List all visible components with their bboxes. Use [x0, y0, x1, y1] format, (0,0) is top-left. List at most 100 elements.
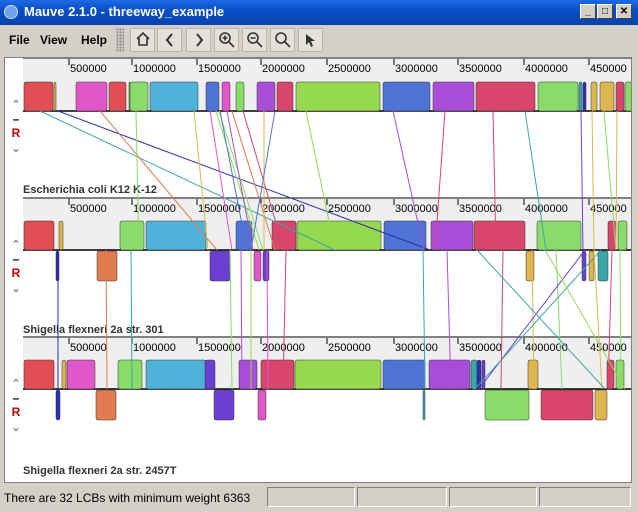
lcb-block[interactable]: [276, 81, 294, 112]
lcb-block[interactable]: [61, 359, 67, 390]
genome-reverse-button[interactable]: R: [11, 126, 21, 140]
lcb-block[interactable]: [129, 81, 149, 112]
maximize-button[interactable]: □: [597, 4, 613, 19]
genome-hide-button[interactable]: –: [12, 112, 20, 126]
lcb-block[interactable]: [23, 81, 54, 112]
minimize-button[interactable]: _: [580, 4, 596, 19]
lcb-block[interactable]: [617, 220, 628, 251]
lcb-block[interactable]: [145, 220, 207, 251]
lcb-block[interactable]: [260, 359, 295, 390]
lcb-block[interactable]: [221, 81, 231, 112]
ruler-label: 3000000: [395, 203, 438, 215]
lcb-block[interactable]: [23, 220, 55, 251]
genome-move-up-button[interactable]: ⌃: [11, 99, 21, 111]
scroll-right-button[interactable]: [186, 28, 211, 52]
lcb-block[interactable]: [119, 220, 145, 251]
lcb-block[interactable]: [430, 220, 474, 251]
lcb-block[interactable]: [58, 220, 64, 251]
genome-hide-button[interactable]: –: [12, 391, 20, 405]
lcb-block[interactable]: [597, 250, 609, 282]
lcb-block[interactable]: [615, 81, 625, 112]
lcb-block[interactable]: [262, 250, 270, 282]
alignment-view[interactable]: 500000 1000000 1500000 2000000 2500000 300000…: [4, 57, 632, 483]
lcb-block[interactable]: [256, 81, 276, 112]
menu-file[interactable]: File: [9, 33, 30, 47]
lcb-block[interactable]: [428, 359, 471, 390]
genome-hide-button[interactable]: –: [12, 252, 20, 266]
zoom-in-icon: [218, 32, 235, 48]
lcb-block[interactable]: [271, 220, 297, 251]
lcb-link: [240, 249, 243, 390]
lcb-block[interactable]: [624, 81, 632, 112]
home-button[interactable]: [130, 28, 155, 52]
lcb-block[interactable]: [145, 359, 207, 390]
lcb-block[interactable]: [594, 389, 608, 421]
ruler-label: 4000000: [525, 203, 568, 215]
lcb-block[interactable]: [422, 389, 426, 421]
genome-reverse-button[interactable]: R: [11, 405, 21, 419]
lcb-block[interactable]: [527, 359, 539, 390]
lcb-block[interactable]: [382, 359, 426, 390]
lcb-block[interactable]: [536, 220, 582, 251]
lcb-block[interactable]: [213, 389, 235, 421]
alignment-canvas[interactable]: 500000 1000000 1500000 2000000 2500000 300000…: [5, 58, 632, 483]
lcb-block[interactable]: [484, 389, 530, 421]
lcb-block[interactable]: [235, 81, 245, 112]
lcb-block[interactable]: [149, 81, 199, 112]
lcb-block[interactable]: [23, 359, 55, 390]
lcb-link: [531, 249, 535, 390]
lcb-block[interactable]: [470, 359, 478, 390]
lcb-block[interactable]: [475, 81, 536, 112]
lcb-block[interactable]: [205, 81, 220, 112]
lcb-block[interactable]: [75, 81, 108, 112]
lcb-link: [524, 110, 547, 251]
genome-move-down-button[interactable]: ⌄: [11, 143, 21, 155]
lcb-block[interactable]: [432, 81, 475, 112]
lcb-block[interactable]: [615, 359, 625, 390]
lcb-block[interactable]: [66, 359, 96, 390]
lcb-block[interactable]: [537, 81, 579, 112]
lcb-block[interactable]: [382, 81, 431, 112]
lcb-block[interactable]: [53, 81, 57, 112]
lcb-block[interactable]: [253, 250, 262, 282]
lcb-block[interactable]: [296, 220, 382, 251]
genome-move-up-button[interactable]: ⌃: [11, 378, 21, 390]
lcb-block[interactable]: [582, 81, 587, 112]
zoom-reset-icon: [274, 32, 291, 48]
lcb-block[interactable]: [294, 359, 382, 390]
lcb-block[interactable]: [95, 389, 117, 421]
ruler-label: 2000000: [262, 203, 305, 215]
genome-move-down-button[interactable]: ⌄: [11, 422, 21, 434]
zoom-out-button[interactable]: [242, 28, 267, 52]
lcb-block[interactable]: [295, 81, 381, 112]
genome-move-down-button[interactable]: ⌄: [11, 283, 21, 295]
lcb-block[interactable]: [204, 359, 216, 390]
lcb-block[interactable]: [55, 389, 61, 421]
menu-bar: File View Help: [0, 25, 638, 55]
lcb-block[interactable]: [599, 81, 615, 112]
toolbar-grip[interactable]: [116, 28, 124, 52]
lcb-block[interactable]: [117, 359, 143, 390]
lcb-block[interactable]: [473, 220, 526, 251]
lcb-block[interactable]: [257, 389, 267, 421]
lcb-block[interactable]: [588, 250, 595, 282]
lcb-block[interactable]: [540, 389, 594, 421]
lcb-block[interactable]: [383, 220, 427, 251]
menu-help[interactable]: Help: [81, 33, 108, 47]
menu-view[interactable]: View: [40, 33, 68, 47]
scroll-left-button[interactable]: [157, 28, 182, 52]
lcb-block[interactable]: [590, 81, 598, 112]
zoom-reset-button[interactable]: [270, 28, 295, 52]
lcb-block[interactable]: [108, 81, 127, 112]
genome-move-up-button[interactable]: ⌃: [11, 239, 21, 251]
help-pointer-button[interactable]: [298, 28, 323, 52]
ruler-label: 3000000: [395, 342, 438, 354]
zoom-in-button[interactable]: [214, 28, 239, 52]
close-button[interactable]: ✕: [616, 4, 632, 19]
lcb-block[interactable]: [581, 250, 587, 282]
lcb-block[interactable]: [578, 81, 583, 112]
lcb-block[interactable]: [209, 250, 231, 282]
lcb-block[interactable]: [238, 359, 258, 390]
genome-reverse-button[interactable]: R: [11, 266, 21, 280]
lcb-block[interactable]: [96, 250, 118, 282]
